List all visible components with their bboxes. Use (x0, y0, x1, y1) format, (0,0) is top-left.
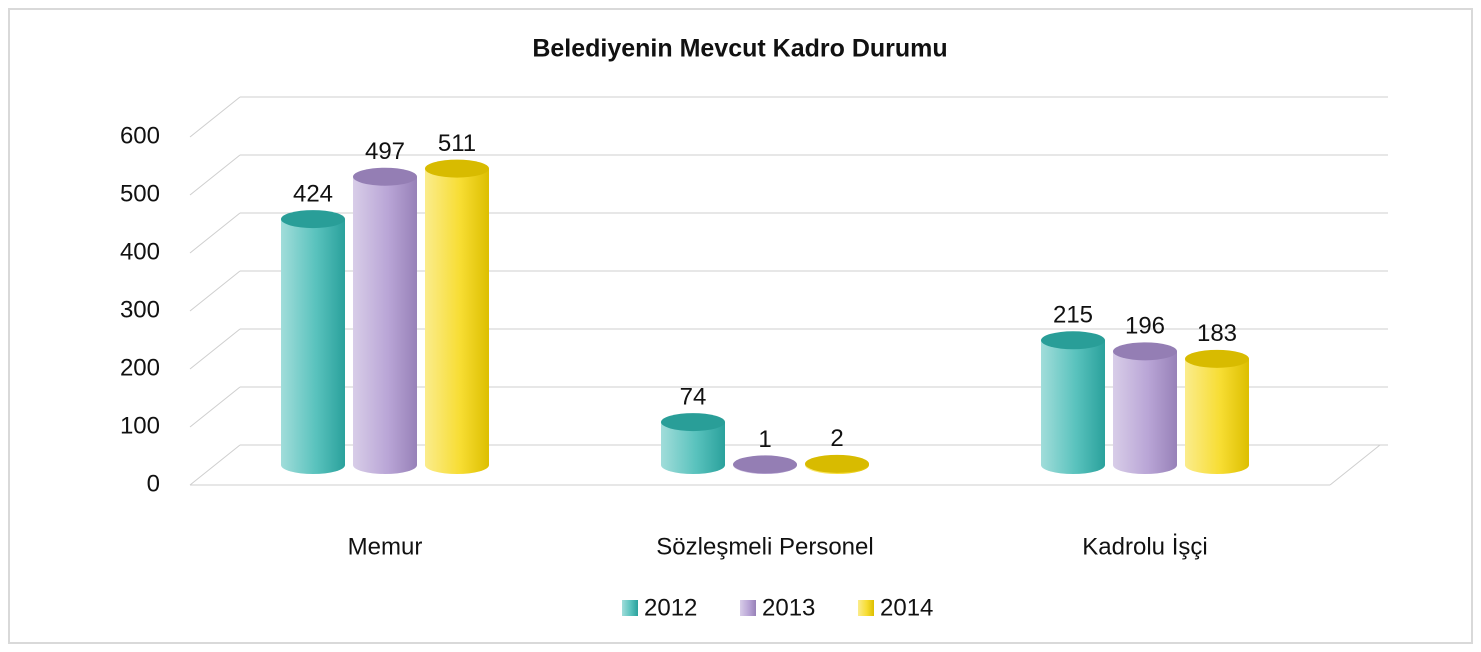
bar-top (733, 455, 797, 474)
y-tick-label: 500 (120, 180, 160, 207)
grid-line (189, 154, 241, 196)
data-label: 183 (1197, 320, 1237, 347)
grid-line (189, 444, 241, 486)
bar-top (425, 159, 489, 178)
bar-top (805, 454, 869, 473)
grid-line (189, 328, 241, 370)
data-label: 424 (293, 180, 333, 207)
x-tick-label: Kadrolu İşçi (1082, 533, 1207, 560)
bar (425, 168, 489, 474)
data-label: 511 (438, 130, 476, 157)
data-label: 196 (1125, 313, 1165, 340)
grid-line (189, 96, 241, 138)
bar-top (281, 210, 345, 229)
floor-edge (1329, 444, 1381, 486)
x-tick-label: Sözleşmeli Personel (656, 533, 873, 560)
chart-frame (8, 8, 1473, 644)
data-label: 2 (830, 425, 843, 452)
bar-top (1041, 331, 1105, 350)
y-tick-label: 0 (147, 470, 160, 497)
grid-line (189, 386, 241, 428)
legend-swatch (622, 600, 638, 616)
data-label: 74 (680, 383, 707, 410)
y-tick-label: 100 (120, 412, 160, 439)
bar (1185, 358, 1249, 474)
legend-swatch (858, 600, 874, 616)
data-label: 1 (758, 426, 771, 453)
bar (281, 219, 345, 474)
bar (661, 422, 725, 474)
y-tick-label: 400 (120, 238, 160, 265)
grid-line (189, 212, 241, 254)
chart-title: Belediyenin Mevcut Kadro Durumu (532, 35, 947, 63)
bar (353, 176, 417, 475)
data-label: 497 (365, 138, 405, 165)
legend-label: 2013 (762, 594, 815, 621)
y-tick-label: 600 (120, 122, 160, 149)
bar (1041, 340, 1105, 474)
y-tick-label: 200 (120, 354, 160, 381)
y-tick-label: 300 (120, 296, 160, 323)
data-label: 215 (1053, 302, 1093, 329)
bar-top (1185, 349, 1249, 368)
bar (1113, 351, 1177, 474)
legend-label: 2014 (880, 594, 933, 621)
x-tick-label: Memur (348, 533, 423, 560)
grid-line (189, 270, 241, 312)
legend-swatch (740, 600, 756, 616)
bar-top (661, 413, 725, 432)
bar-top (1113, 342, 1177, 361)
bar-top (353, 167, 417, 186)
legend-label: 2012 (644, 594, 697, 621)
